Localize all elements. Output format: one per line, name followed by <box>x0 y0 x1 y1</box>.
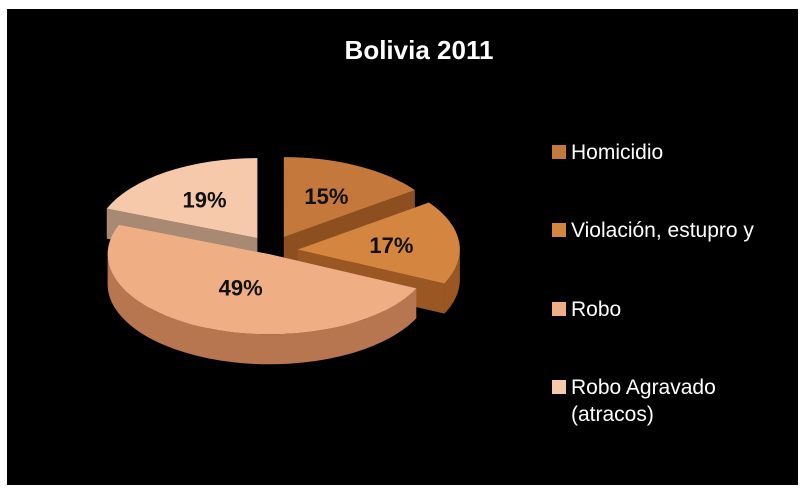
legend-label: Robo <box>571 298 622 321</box>
legend-label: Violación, estupro y <box>571 219 754 242</box>
slice-rim-2 <box>444 249 460 314</box>
legend-swatch <box>552 145 566 159</box>
legend-label: Homicidio <box>571 141 664 164</box>
data-label-2: 17% <box>369 233 413 258</box>
legend-item-1: Homicidio <box>552 139 663 166</box>
chart-title: Bolivia 2011 <box>345 35 494 65</box>
pie-group: 15% 17% 49% 19% <box>106 157 460 365</box>
legend-label: Robo Agravado (atracos) <box>571 376 716 426</box>
data-label-3: 49% <box>219 275 263 300</box>
slice-top-2 <box>297 202 460 284</box>
legend-item-2: Violación, estupro y <box>552 217 754 244</box>
pie-chart: Bolivia 2011 15% 17% 49% 19% <box>106 35 494 365</box>
legend-item-3: Robo <box>552 296 621 323</box>
slice-top-3 <box>107 224 417 335</box>
slice-rim-3 <box>107 254 417 365</box>
legend-swatch <box>552 380 566 394</box>
data-label-4: 19% <box>183 188 227 213</box>
chart-area: Bolivia 2011 15% 17% 49% 19% Homicidio Viola… <box>7 9 798 485</box>
legend-item-4: Robo Agravado (atracos) <box>552 374 716 428</box>
slice-top-4 <box>106 158 258 239</box>
slice-top-1 <box>283 157 415 238</box>
pie-slice-3 <box>107 224 417 365</box>
data-label-1: 15% <box>304 184 348 209</box>
legend-swatch <box>552 302 566 316</box>
legend-swatch <box>552 223 566 237</box>
